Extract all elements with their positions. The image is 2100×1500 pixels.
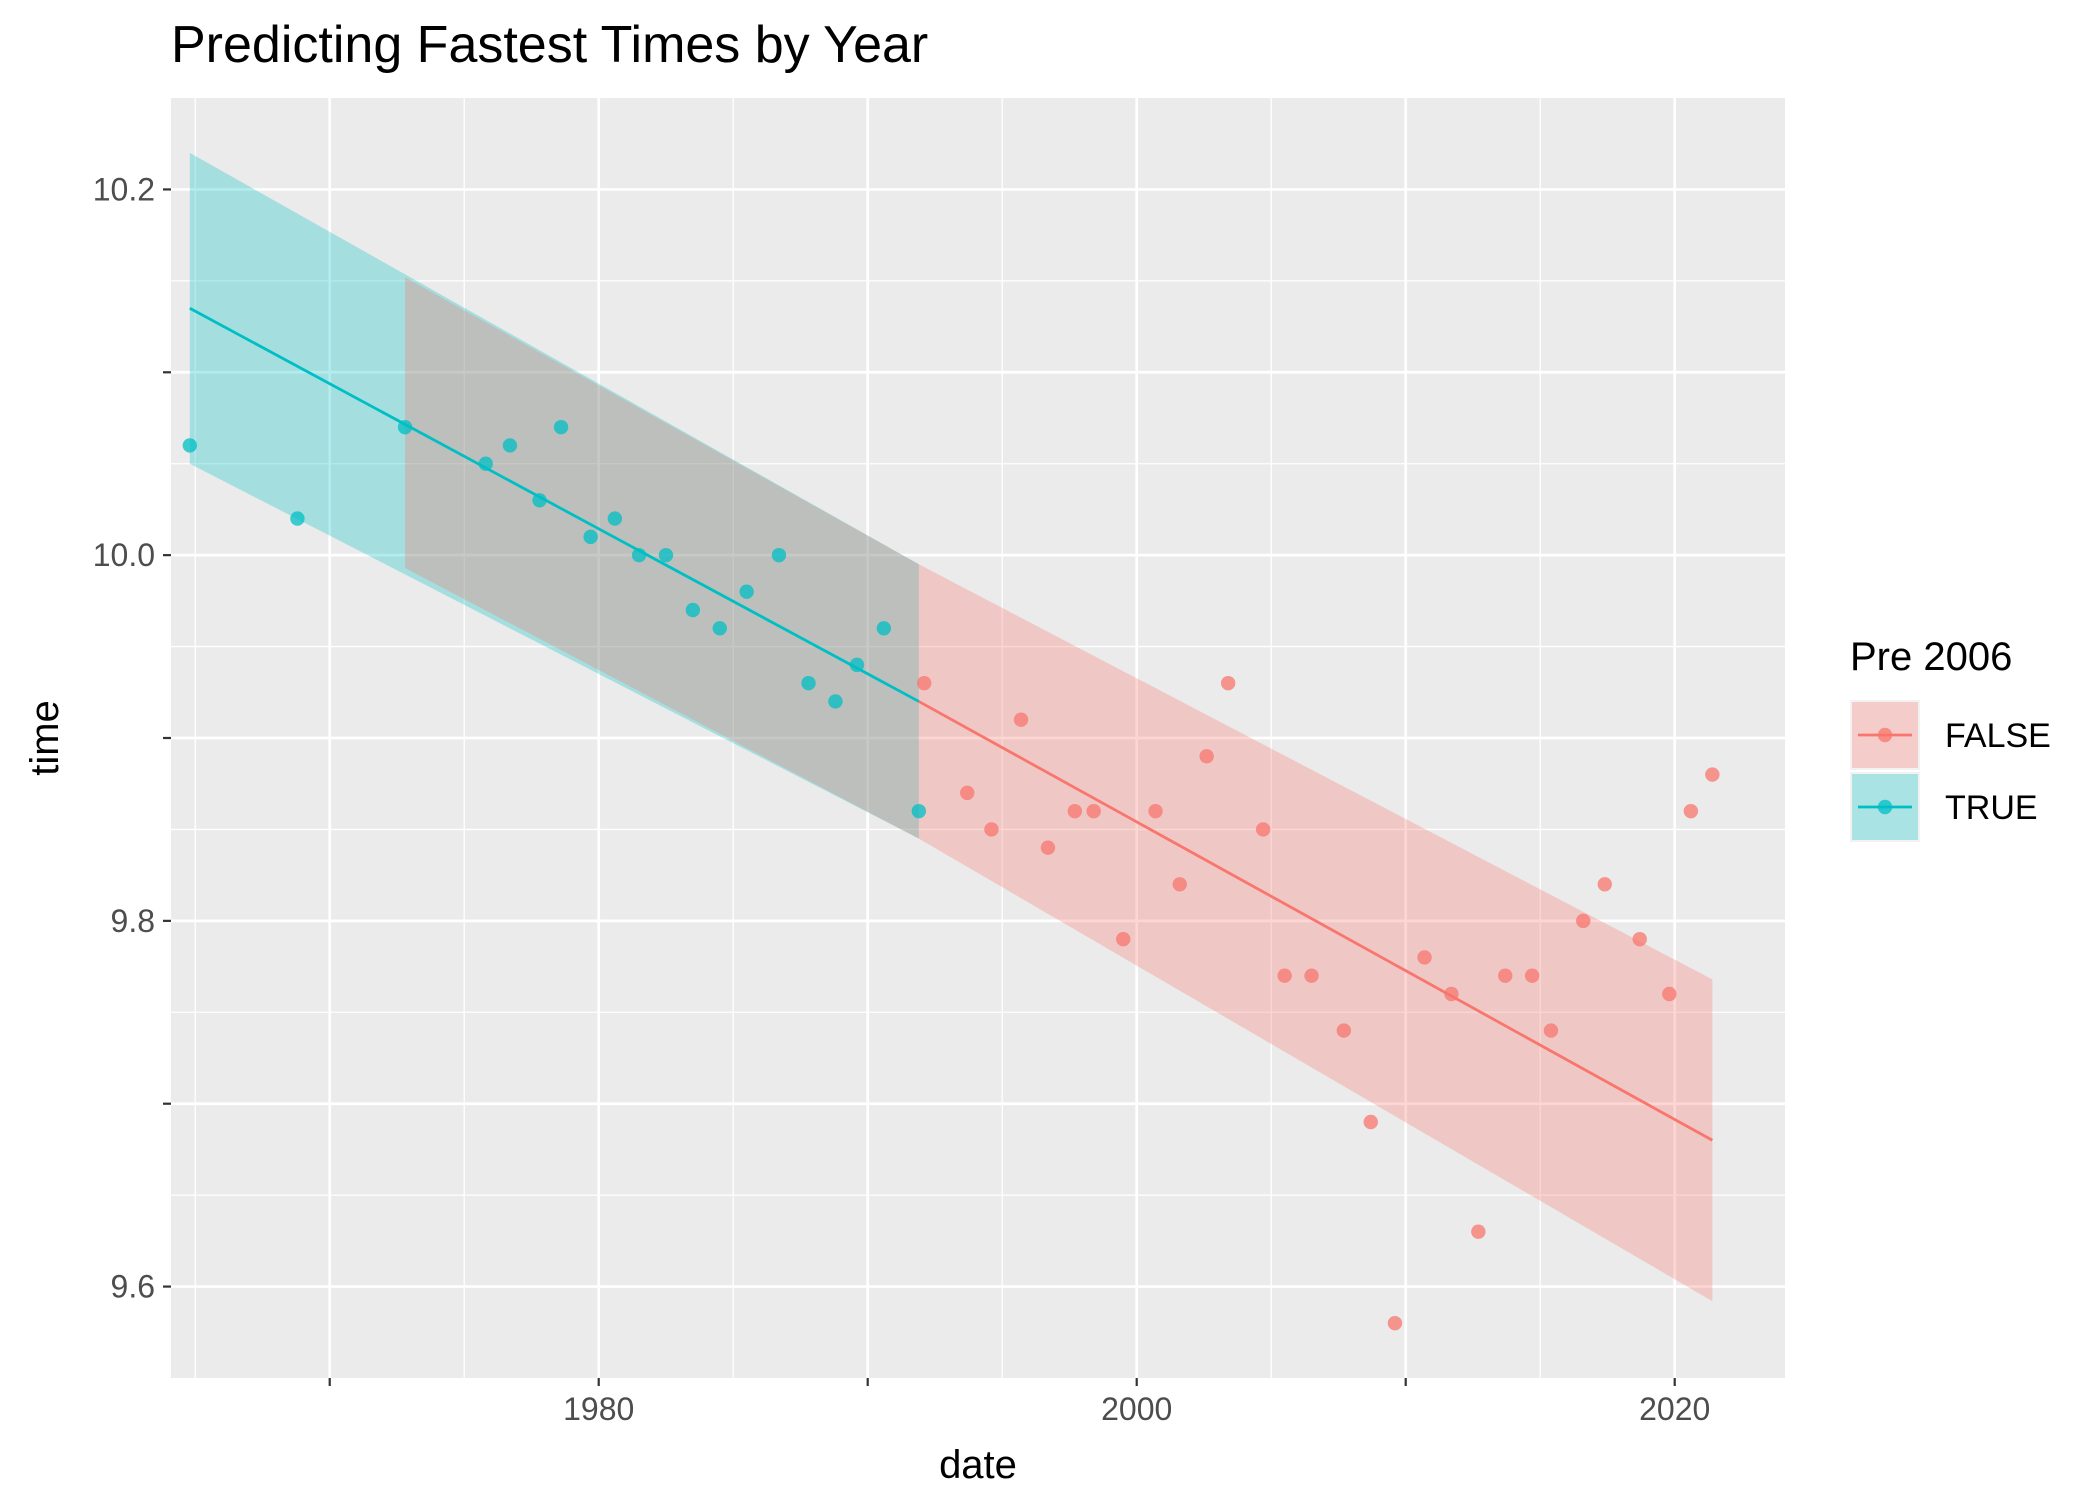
- data-point: [1086, 803, 1101, 819]
- x-axis-title: date: [939, 1443, 1017, 1487]
- data-point: [607, 511, 623, 526]
- data-point: [1148, 803, 1163, 819]
- data-point: [478, 456, 493, 471]
- x-axis: 1980 2000 2020: [328, 1378, 1710, 1427]
- data-point: [1387, 1315, 1403, 1331]
- data-point: [553, 419, 569, 435]
- data-point: [1524, 968, 1540, 983]
- data-point: [876, 621, 892, 636]
- data-point: [631, 547, 647, 563]
- data-point: [1597, 877, 1612, 892]
- data-point: [1363, 1114, 1378, 1130]
- data-point: [849, 657, 865, 673]
- data-point: [1116, 931, 1131, 947]
- legend-label: TRUE: [1945, 789, 2038, 827]
- data-points: [182, 419, 1720, 1331]
- data-point: [502, 438, 518, 453]
- y-tick-label: 9.6: [111, 1269, 155, 1305]
- x-tick-label: 2000: [1101, 1391, 1172, 1427]
- legend-label: FALSE: [1945, 717, 2051, 755]
- legend: Pre 2006 FALSE TRUE: [1850, 635, 2051, 842]
- x-tick-label: 1980: [563, 1391, 634, 1427]
- data-point: [1417, 950, 1432, 965]
- data-point: [1444, 986, 1459, 1002]
- data-point: [685, 602, 701, 618]
- data-point: [739, 584, 754, 599]
- data-point: [1067, 803, 1083, 819]
- y-tick-label: 10.0: [93, 537, 155, 573]
- data-point: [1220, 675, 1236, 691]
- grid-major: [171, 98, 1785, 1378]
- data-point: [960, 785, 975, 801]
- chart-title: Predicting Fastest Times by Year: [171, 16, 928, 74]
- data-point: [1255, 822, 1271, 837]
- data-point: [182, 438, 198, 453]
- data-point: [1336, 1023, 1352, 1038]
- data-point: [1683, 803, 1699, 819]
- data-point: [658, 547, 674, 563]
- data-point: [911, 803, 927, 819]
- fit-line: [918, 700, 1714, 1142]
- data-point: [771, 547, 787, 563]
- confidence-band: [189, 152, 919, 839]
- legend-title: Pre 2006: [1850, 635, 2012, 679]
- data-point: [1277, 968, 1292, 983]
- data-point: [1040, 840, 1056, 855]
- fit-line: [189, 307, 920, 703]
- data-point: [397, 419, 413, 435]
- data-point: [801, 675, 816, 691]
- y-axis-title: time: [23, 700, 67, 776]
- data-point: [1199, 749, 1214, 764]
- data-point: [1662, 986, 1677, 1002]
- data-point: [712, 621, 727, 636]
- confidence-band: [918, 564, 1713, 1302]
- x-tick-label: 2020: [1639, 1391, 1710, 1427]
- data-point: [1471, 1224, 1486, 1239]
- data-point: [1632, 931, 1647, 947]
- y-tick-label: 9.8: [111, 903, 155, 939]
- data-point: [1304, 968, 1319, 983]
- data-point: [1705, 767, 1720, 782]
- y-tick-label: 10.2: [93, 171, 155, 207]
- data-point: [984, 822, 999, 837]
- data-point: [1172, 877, 1187, 892]
- data-point: [1498, 968, 1513, 983]
- data-point: [583, 529, 598, 545]
- legend-key-point: [1877, 799, 1893, 815]
- data-point: [290, 511, 305, 526]
- y-axis: 9.6 9.8 10.0 10.2: [93, 171, 171, 1305]
- fit-lines: [189, 307, 1714, 1142]
- data-point: [828, 694, 843, 709]
- data-point: [532, 493, 547, 508]
- data-point: [917, 675, 932, 691]
- data-point: [1013, 712, 1029, 727]
- legend-key-point: [1877, 727, 1893, 743]
- data-point: [1576, 913, 1591, 929]
- data-point: [1543, 1023, 1559, 1038]
